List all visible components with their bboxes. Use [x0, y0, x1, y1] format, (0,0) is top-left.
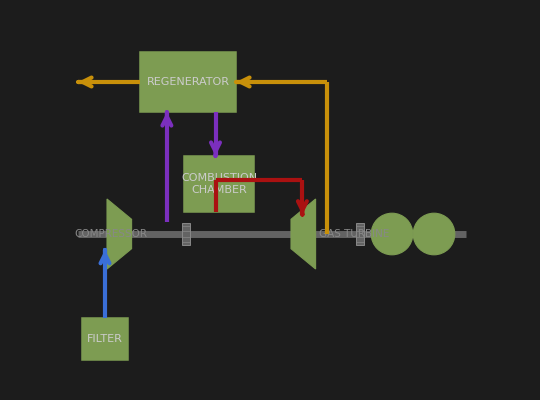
FancyBboxPatch shape [82, 318, 128, 360]
Text: COMPRESSOR: COMPRESSOR [74, 229, 147, 239]
Bar [183, 223, 190, 245]
FancyBboxPatch shape [140, 52, 236, 112]
Text: GAS TURBINE: GAS TURBINE [319, 229, 389, 239]
Circle shape [371, 213, 413, 255]
Polygon shape [291, 199, 315, 269]
Polygon shape [107, 199, 132, 269]
Text: COMBUSTION
CHAMBER: COMBUSTION CHAMBER [181, 173, 257, 195]
FancyBboxPatch shape [184, 156, 254, 212]
Bar [356, 223, 363, 245]
Text: FILTER: FILTER [87, 334, 123, 344]
Circle shape [413, 213, 455, 255]
Text: REGENERATOR: REGENERATOR [146, 77, 230, 87]
